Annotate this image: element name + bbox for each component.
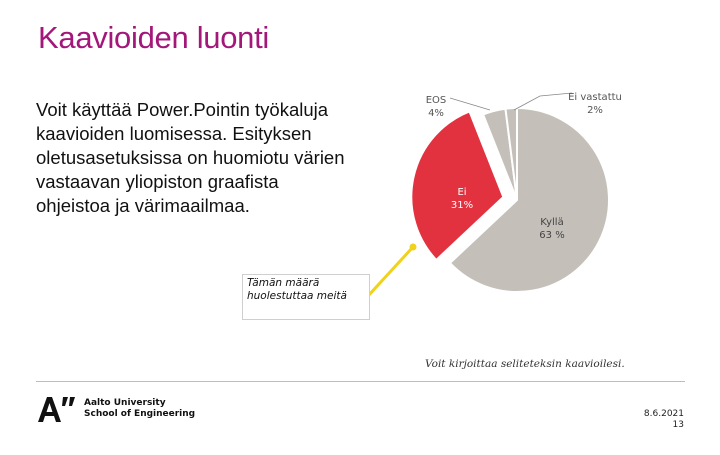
callout-line [366,245,415,298]
label-name: Kyllä [540,217,563,228]
aalto-logo-mark-icon [38,397,75,422]
label-name: Ei vastattu [568,92,622,103]
footer-divider [36,381,685,382]
date-text: 8.6.2021 [643,409,684,419]
pie-slice-kyllä [448,106,610,293]
logo-line-2: School of Engineering [84,409,196,419]
page-number: 13 [672,420,684,430]
footer-date: 8.6.2021 13 [644,409,684,431]
label-value: 31% [451,200,473,211]
label-ei-vastattu: Ei vastattu 2% [568,92,622,116]
logo-text: Aalto University School of Engineering [84,398,195,420]
label-kyllä: Kyllä 63 % [539,217,564,241]
logo-line-1: Aalto University [84,398,166,408]
body-text: Voit käyttää Power.Pointin työkaluja kaa… [36,99,345,216]
label-name: Ei [457,187,466,198]
leader-line-eos [449,97,491,111]
label-value: 63 % [539,230,564,241]
label-name: EOS [426,95,447,106]
chart-caption: Voit kirjoittaa seliteteksin kaavioilesi… [425,358,625,370]
label-eos: EOS 4% [426,95,447,119]
pie-slice-ei [410,110,505,262]
leader-line-ei-vastattu [513,92,573,111]
label-ei: Ei 31% [451,187,473,211]
callout-note: Tämän määrä huolestuttaa meitä [242,274,370,320]
label-value: 2% [587,105,603,116]
slide-title: Kaavioiden luonti [38,20,270,55]
callout-dot [409,243,417,251]
label-value: 4% [428,108,444,119]
